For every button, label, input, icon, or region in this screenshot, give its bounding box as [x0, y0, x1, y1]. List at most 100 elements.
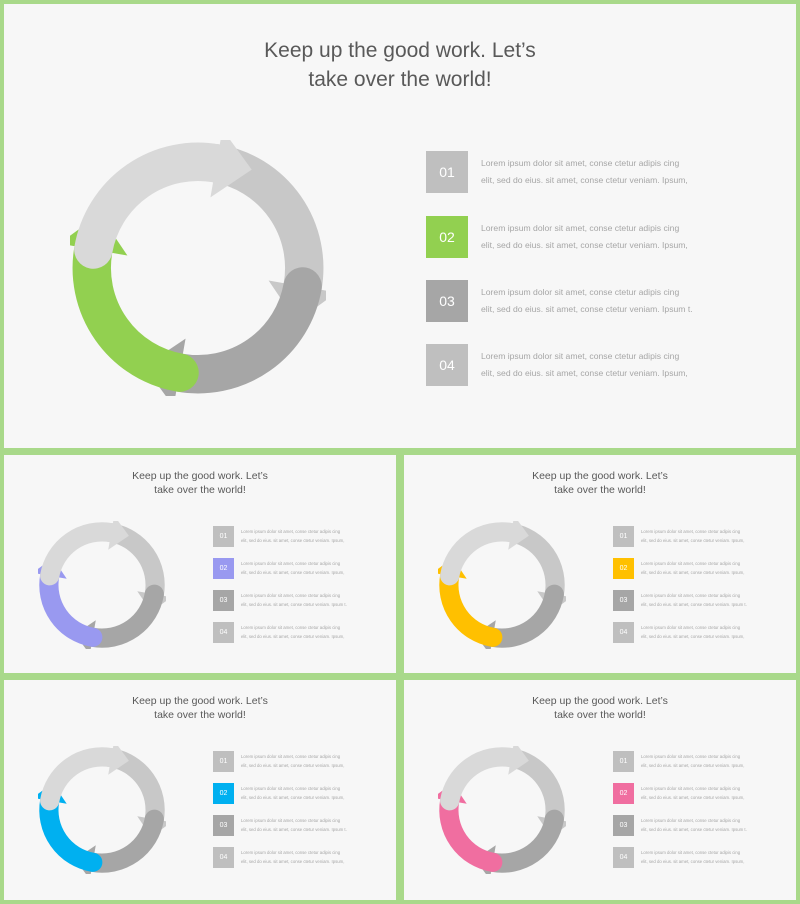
cycle-diagram: [432, 740, 572, 880]
slide-title: Keep up the good work. Let’s take over th…: [4, 694, 396, 722]
item-description-04: Lorem ipsum dolor sit amet, conse ctetur…: [241, 624, 344, 641]
item-description-line: Lorem ipsum dolor sit amet, conse ctetur…: [241, 818, 341, 823]
cycle-arrow-accent-body: [39, 791, 103, 872]
item-number-box-01: 01: [426, 151, 468, 193]
cycle-diagram: [32, 515, 172, 655]
cycle-arrow-accent-body: [439, 791, 503, 872]
item-description-01: Lorem ipsum dolor sit amet, conse ctetur…: [641, 528, 744, 545]
slide-variant-blue: Keep up the good work. Let’s take over th…: [4, 680, 396, 900]
item-description-line: elit, sed do eius. sit amet, conse ctetu…: [481, 240, 688, 250]
slide-title: Keep up the good work. Let’s take over th…: [404, 694, 796, 722]
cycle-arrow-top-left-head: [210, 129, 252, 198]
cycle-arrow-bottom-right-body: [483, 584, 564, 648]
item-description-line: Lorem ipsum dolor sit amet, conse ctetur…: [241, 529, 341, 534]
slide-title-line: Keep up the good work. Let’s: [132, 695, 268, 707]
item-number-box-02: 02: [213, 558, 234, 579]
item-description-02: Lorem ipsum dolor sit amet, conse ctetur…: [241, 560, 344, 577]
item-description-line: elit, sed do eius. sit amet, conse ctetu…: [481, 175, 688, 185]
item-description-line: elit, sed do eius. sit amet, conse ctetu…: [241, 762, 345, 768]
item-description-line: Lorem ipsum dolor sit amet, conse ctetur…: [641, 818, 741, 823]
slide-title-line: take over the world!: [154, 484, 246, 496]
cycle-arrow-top-left-head: [508, 515, 529, 550]
cycle-diagram-svg: [432, 740, 572, 880]
cycle-arrow-top-left-body: [40, 522, 121, 586]
item-description-line: elit, sed do eius. sit amet, conse ctetu…: [641, 537, 745, 543]
item-number-box-02: 02: [613, 783, 634, 804]
item-description-line: elit, sed do eius. sit amet, conse ctetu…: [241, 601, 347, 607]
item-number-box-02: 02: [613, 558, 634, 579]
item-description-03: Lorem ipsum dolor sit amet, conse ctetur…: [641, 817, 747, 834]
item-description-line: elit, sed do eius. sit amet, conse ctetu…: [641, 762, 745, 768]
item-description-02: Lorem ipsum dolor sit amet, conse ctetur…: [641, 560, 744, 577]
item-number-box-03: 03: [613, 590, 634, 611]
slide-title: Keep up the good work. Let’s take over th…: [404, 469, 796, 497]
cycle-arrow-top-left-body: [40, 747, 121, 811]
cycle-diagram-svg: [32, 740, 172, 880]
item-description-line: Lorem ipsum dolor sit amet, conse ctetur…: [481, 158, 680, 168]
slide-variant-pink: Keep up the good work. Let’s take over th…: [404, 680, 796, 900]
cycle-arrow-accent-body: [439, 566, 503, 647]
item-description-line: Lorem ipsum dolor sit amet, conse ctetur…: [241, 754, 341, 759]
item-number-box-04: 04: [426, 344, 468, 386]
item-description-line: Lorem ipsum dolor sit amet, conse ctetur…: [641, 625, 741, 630]
item-number-box-04: 04: [213, 622, 234, 643]
item-description-04: Lorem ipsum dolor sit amet, conse ctetur…: [641, 849, 744, 866]
cycle-diagram-svg: [432, 515, 572, 655]
item-description-line: elit, sed do eius. sit amet, conse ctetu…: [241, 633, 345, 639]
item-description-01: Lorem ipsum dolor sit amet, conse ctetur…: [641, 753, 744, 770]
slide-title-line: Keep up the good work. Let’s: [132, 470, 268, 482]
item-number-box-01: 01: [213, 751, 234, 772]
slide-variant-purple: Keep up the good work. Let’s take over th…: [4, 455, 396, 673]
item-number-box-04: 04: [613, 622, 634, 643]
item-description-03: Lorem ipsum dolor sit amet, conse ctetur…: [641, 592, 747, 609]
item-description-01: Lorem ipsum dolor sit amet, conse ctetur…: [241, 753, 344, 770]
item-description-line: elit, sed do eius. sit amet, conse ctetu…: [241, 537, 345, 543]
item-number-box-01: 01: [613, 751, 634, 772]
item-number-box-02: 02: [426, 216, 468, 258]
cycle-diagram-svg: [59, 129, 337, 407]
cycle-arrow-top-left-head: [108, 740, 129, 775]
item-description-line: Lorem ipsum dolor sit amet, conse ctetur…: [241, 561, 341, 566]
item-description-line: Lorem ipsum dolor sit amet, conse ctetur…: [481, 223, 680, 233]
slide-title-line: take over the world!: [154, 709, 246, 721]
item-description-line: elit, sed do eius. sit amet, conse ctetu…: [481, 304, 693, 314]
item-number-box-01: 01: [613, 526, 634, 547]
item-description-04: Lorem ipsum dolor sit amet, conse ctetur…: [641, 624, 744, 641]
item-description-03: Lorem ipsum dolor sit amet, conse ctetur…: [241, 592, 347, 609]
item-description-line: Lorem ipsum dolor sit amet, conse ctetur…: [641, 529, 741, 534]
item-description-line: Lorem ipsum dolor sit amet, conse ctetur…: [241, 593, 341, 598]
item-description-03: Lorem ipsum dolor sit amet, conse ctetur…: [241, 817, 347, 834]
item-description-01: Lorem ipsum dolor sit amet, conse ctetur…: [481, 155, 688, 189]
slide-title-line: Keep up the good work. Let’s: [532, 695, 668, 707]
item-description-04: Lorem ipsum dolor sit amet, conse ctetur…: [241, 849, 344, 866]
item-description-line: Lorem ipsum dolor sit amet, conse ctetur…: [641, 561, 741, 566]
item-description-line: Lorem ipsum dolor sit amet, conse ctetur…: [241, 625, 341, 630]
item-number-box-04: 04: [213, 847, 234, 868]
item-description-03: Lorem ipsum dolor sit amet, conse ctetur…: [481, 284, 693, 318]
item-number-box-02: 02: [213, 783, 234, 804]
item-description-line: Lorem ipsum dolor sit amet, conse ctetur…: [241, 850, 341, 855]
item-number-box-03: 03: [213, 815, 234, 836]
item-description-line: elit, sed do eius. sit amet, conse ctetu…: [641, 858, 745, 864]
cycle-arrow-top-left-body: [74, 142, 236, 269]
cycle-diagram: [59, 129, 337, 407]
item-description-line: Lorem ipsum dolor sit amet, conse ctetur…: [481, 287, 680, 297]
item-description-line: elit, sed do eius. sit amet, conse ctetu…: [241, 569, 345, 575]
item-description-line: Lorem ipsum dolor sit amet, conse ctetur…: [481, 351, 680, 361]
item-number-box-04: 04: [613, 847, 634, 868]
cycle-arrow-top-left-body: [440, 747, 521, 811]
cycle-arrow-accent-body: [39, 566, 103, 647]
cycle-diagram: [432, 515, 572, 655]
item-description-line: Lorem ipsum dolor sit amet, conse ctetur…: [641, 593, 741, 598]
slide-title-line: Keep up the good work. Let’s: [264, 39, 536, 62]
cycle-diagram: [32, 740, 172, 880]
item-number-box-01: 01: [213, 526, 234, 547]
slide-title-line: take over the world!: [554, 484, 646, 496]
item-description-line: elit, sed do eius. sit amet, conse ctetu…: [641, 569, 745, 575]
slide-variant-yellow: Keep up the good work. Let’s take over th…: [404, 455, 796, 673]
slide-title-line: Keep up the good work. Let’s: [532, 470, 668, 482]
item-description-line: elit, sed do eius. sit amet, conse ctetu…: [241, 826, 347, 832]
slide-title-line: take over the world!: [554, 709, 646, 721]
item-number-box-03: 03: [213, 590, 234, 611]
item-description-line: elit, sed do eius. sit amet, conse ctetu…: [241, 858, 345, 864]
